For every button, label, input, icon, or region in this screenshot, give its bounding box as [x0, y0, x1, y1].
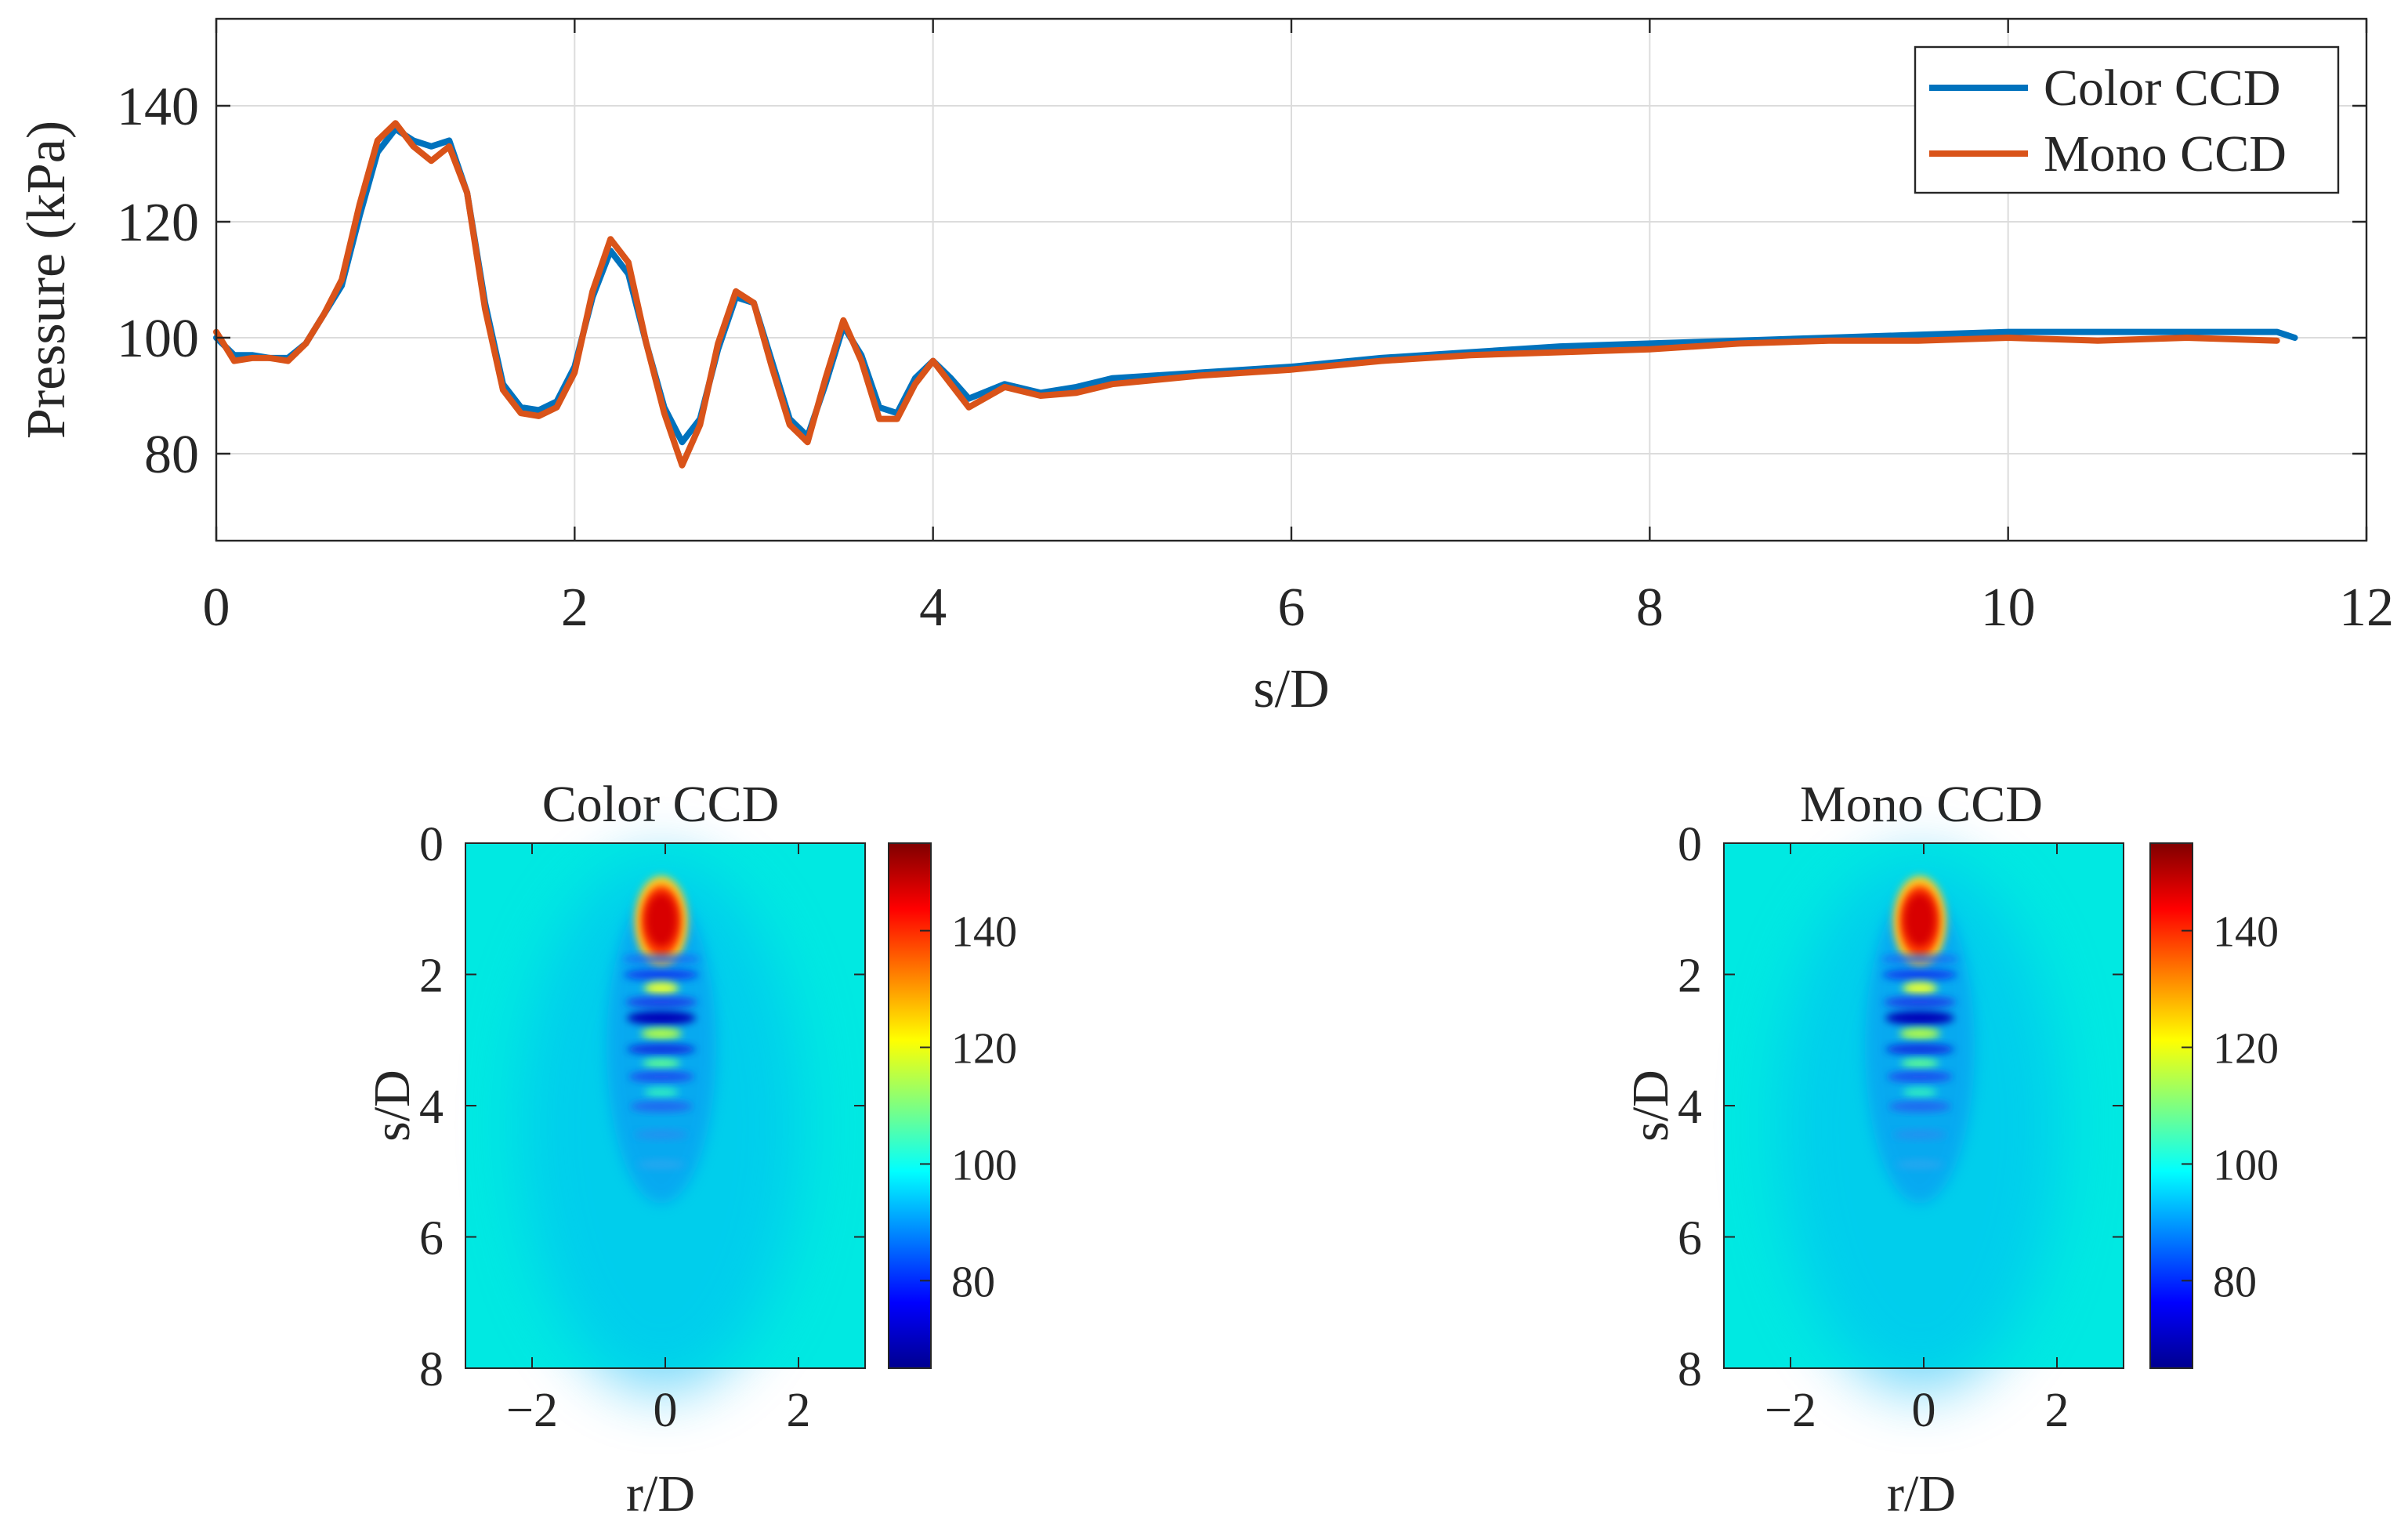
heatmap-color-ccd-ticks: −2 0 2 0 2 4 6 8: [419, 818, 865, 1437]
y-tick-label: 6: [419, 1212, 444, 1266]
x-tick-label: 6: [1278, 578, 1305, 638]
y-tick-label: 80: [144, 425, 199, 485]
x-tick-label: 12: [2339, 578, 2394, 638]
x-tick-label: 0: [654, 1384, 678, 1437]
y-tick-label: 100: [117, 309, 199, 369]
legend: Color CCD Mono CCD: [1914, 45, 2340, 194]
heatmap-mono-ccd-x-label: r/D: [1887, 1465, 1956, 1523]
line-series-group: [213, 120, 2298, 469]
colorbar-tick-label: 140: [951, 908, 1017, 957]
colorbar-tick-label: 80: [2213, 1258, 2257, 1306]
colorbar-color-ccd: [888, 842, 932, 1369]
heatmap-mono-ccd-y-label: s/D: [1622, 1070, 1679, 1142]
colorbar-tick-label: 100: [2213, 1141, 2279, 1190]
heatmap-mono-ccd-ticks: −2 0 2 0 2 4 6 8: [1678, 818, 2124, 1437]
colorbar-tick-label: 140: [2213, 908, 2279, 957]
x-tick-label: 0: [203, 578, 230, 638]
y-tick-label: 120: [117, 193, 199, 253]
heatmap-color-ccd-title: Color CCD: [542, 776, 780, 833]
x-tick-label: −2: [506, 1384, 558, 1437]
colorbar-mono-ccd: [2149, 842, 2193, 1369]
x-tick-label: 10: [1981, 578, 2036, 638]
x-tick-label: 0: [1912, 1384, 1936, 1437]
x-tick-label: 4: [919, 578, 947, 638]
y-tick-label: 8: [1678, 1343, 1702, 1396]
line-y-axis-label: Pressure (kPa): [16, 121, 77, 439]
colorbar-color-ccd-ticks: 80 100 120 140: [920, 908, 1017, 1306]
x-tick-label: −2: [1765, 1384, 1816, 1437]
y-tick-label: 4: [1678, 1081, 1702, 1134]
line-x-axis-label: s/D: [1253, 659, 1329, 719]
colorbar-mono-ccd-ticks: 80 100 120 140: [2182, 908, 2279, 1306]
y-tick-label: 140: [117, 77, 199, 137]
colorbar-tick-label: 100: [951, 1141, 1017, 1190]
y-tick-label: 2: [419, 950, 444, 1003]
heatmap-mono-ccd-image: [1724, 843, 2124, 1392]
y-tick-label: 4: [419, 1081, 444, 1134]
heatmap-color-ccd-x-label: r/D: [626, 1465, 695, 1523]
y-tick-label: 6: [1678, 1212, 1702, 1266]
colorbar-tick-label: 120: [951, 1025, 1017, 1074]
x-tick-label: 8: [1636, 578, 1664, 638]
colorbar-tick-label: 120: [2213, 1025, 2279, 1074]
legend-box: [1914, 45, 2340, 194]
y-tick-label: 2: [1678, 950, 1702, 1003]
heatmap-mono-ccd: Mono CCD −2 0 2 0 2 4 6 8 r/D s/D 80 100 120 140: [1622, 776, 2279, 1523]
line-ticks: 0 2 4 6 8 10 12 80 100 120 140: [117, 19, 2394, 638]
colorbar-tick-label: 80: [951, 1258, 995, 1306]
heatmap-mono-ccd-title: Mono CCD: [1800, 776, 2043, 833]
y-tick-label: 8: [419, 1343, 444, 1396]
heatmap-color-ccd-y-label: s/D: [364, 1070, 421, 1142]
series-line-mono-ccd: [213, 120, 2280, 469]
legend-label-color-ccd: Color CCD: [2044, 60, 2281, 117]
legend-label-mono-ccd: Mono CCD: [2044, 125, 2287, 183]
x-tick-label: 2: [2045, 1384, 2069, 1437]
x-tick-label: 2: [561, 578, 588, 638]
heatmap-color-ccd: Color CCD −2 0 2 0 2 4 6 8 r/D s/D 80 100 120 140: [364, 776, 1017, 1523]
x-tick-label: 2: [787, 1384, 811, 1437]
y-tick-label: 0: [1678, 818, 1702, 871]
heatmap-color-ccd-image: [465, 843, 865, 1392]
y-tick-label: 0: [419, 818, 444, 871]
